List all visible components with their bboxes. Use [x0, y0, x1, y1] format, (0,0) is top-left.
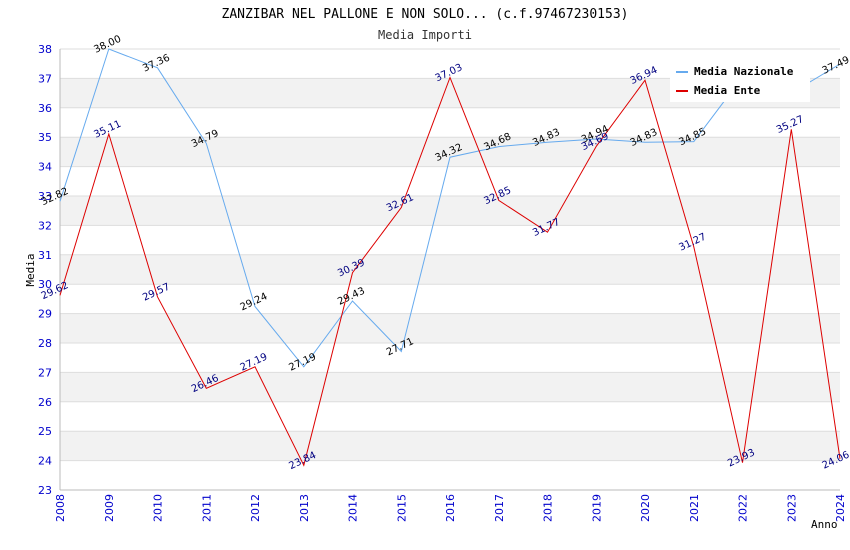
y-tick-label: 36: [38, 102, 52, 115]
legend-box: [670, 58, 810, 102]
grid-band: [60, 313, 840, 343]
y-tick-label: 38: [38, 43, 52, 56]
series-line-ente: [59, 76, 841, 467]
y-tick-label: 32: [38, 219, 52, 232]
x-tick-labels: 2008 2009 2010 2011 2012 2013 2014 2015 2016 2017…: [54, 494, 847, 522]
legend-label-nazionale: Media Nazionale: [694, 65, 794, 78]
y-tick-label: 28: [38, 337, 52, 350]
grid-band: [60, 431, 840, 461]
x-tick-label: 2012: [249, 494, 262, 522]
grid-band: [60, 343, 840, 373]
x-tick-label: 2014: [347, 494, 360, 522]
grid-band: [60, 166, 840, 196]
chart-subtitle: Media Importi: [378, 28, 472, 42]
x-tick-label: 2008: [54, 494, 67, 522]
y-tick-label: 35: [38, 131, 52, 144]
y-tick-label: 26: [38, 396, 52, 409]
series-line-nazionale: [59, 48, 841, 368]
y-tick-label: 29: [38, 308, 52, 321]
y-tick-label: 27: [38, 366, 52, 379]
x-tick-label: 2021: [688, 494, 701, 522]
y-axis-label: Media: [24, 253, 37, 286]
y-tick-label: 34: [38, 161, 52, 174]
y-tick-label: 24: [38, 455, 52, 468]
x-tick-label: 2016: [444, 494, 457, 522]
y-tick-label: 23: [38, 484, 52, 497]
y-tick-label: 25: [38, 425, 52, 438]
grid-band: [60, 137, 840, 167]
y-tick-label: 31: [38, 249, 52, 262]
x-tick-label: 2019: [590, 494, 603, 522]
grid-band: [60, 254, 840, 285]
x-tick-label: 2010: [152, 494, 165, 522]
grid-bands: [60, 49, 840, 490]
x-tick-label: 2020: [639, 494, 652, 522]
grid-band: [60, 284, 840, 314]
y-tick-label: 33: [38, 190, 52, 203]
legend-label-ente: Media Ente: [694, 84, 761, 97]
series-lines: [59, 48, 841, 467]
grid-band: [60, 460, 840, 490]
grid-band: [60, 372, 840, 402]
y-tick-label: 37: [38, 72, 52, 85]
grid-band: [60, 107, 840, 138]
grid-band: [60, 401, 840, 432]
x-tick-label: 2011: [200, 494, 213, 522]
x-tick-label: 2022: [737, 494, 750, 522]
x-tick-label: 2023: [785, 494, 798, 522]
grid-band: [60, 196, 840, 226]
x-tick-label: 2009: [103, 494, 116, 522]
y-tick-label: 30: [38, 278, 52, 291]
grid-band: [60, 225, 840, 255]
x-tick-label: 2018: [542, 494, 555, 522]
x-tick-label: 2024: [834, 494, 847, 522]
chart-title: ZANZIBAR NEL PALLONE E NON SOLO... (c.f.…: [222, 7, 629, 22]
x-tick-label: 2017: [493, 494, 506, 522]
x-tick-label: 2015: [395, 494, 408, 522]
x-tick-label: 2013: [298, 494, 311, 522]
x-axis-label: Anno: [811, 518, 838, 531]
legend: Media Nazionale Media Ente: [670, 58, 810, 102]
y-tick-labels: 23 24 25 26 27 28 29 30 31 32 33 34 35 36 37 38: [38, 43, 52, 497]
